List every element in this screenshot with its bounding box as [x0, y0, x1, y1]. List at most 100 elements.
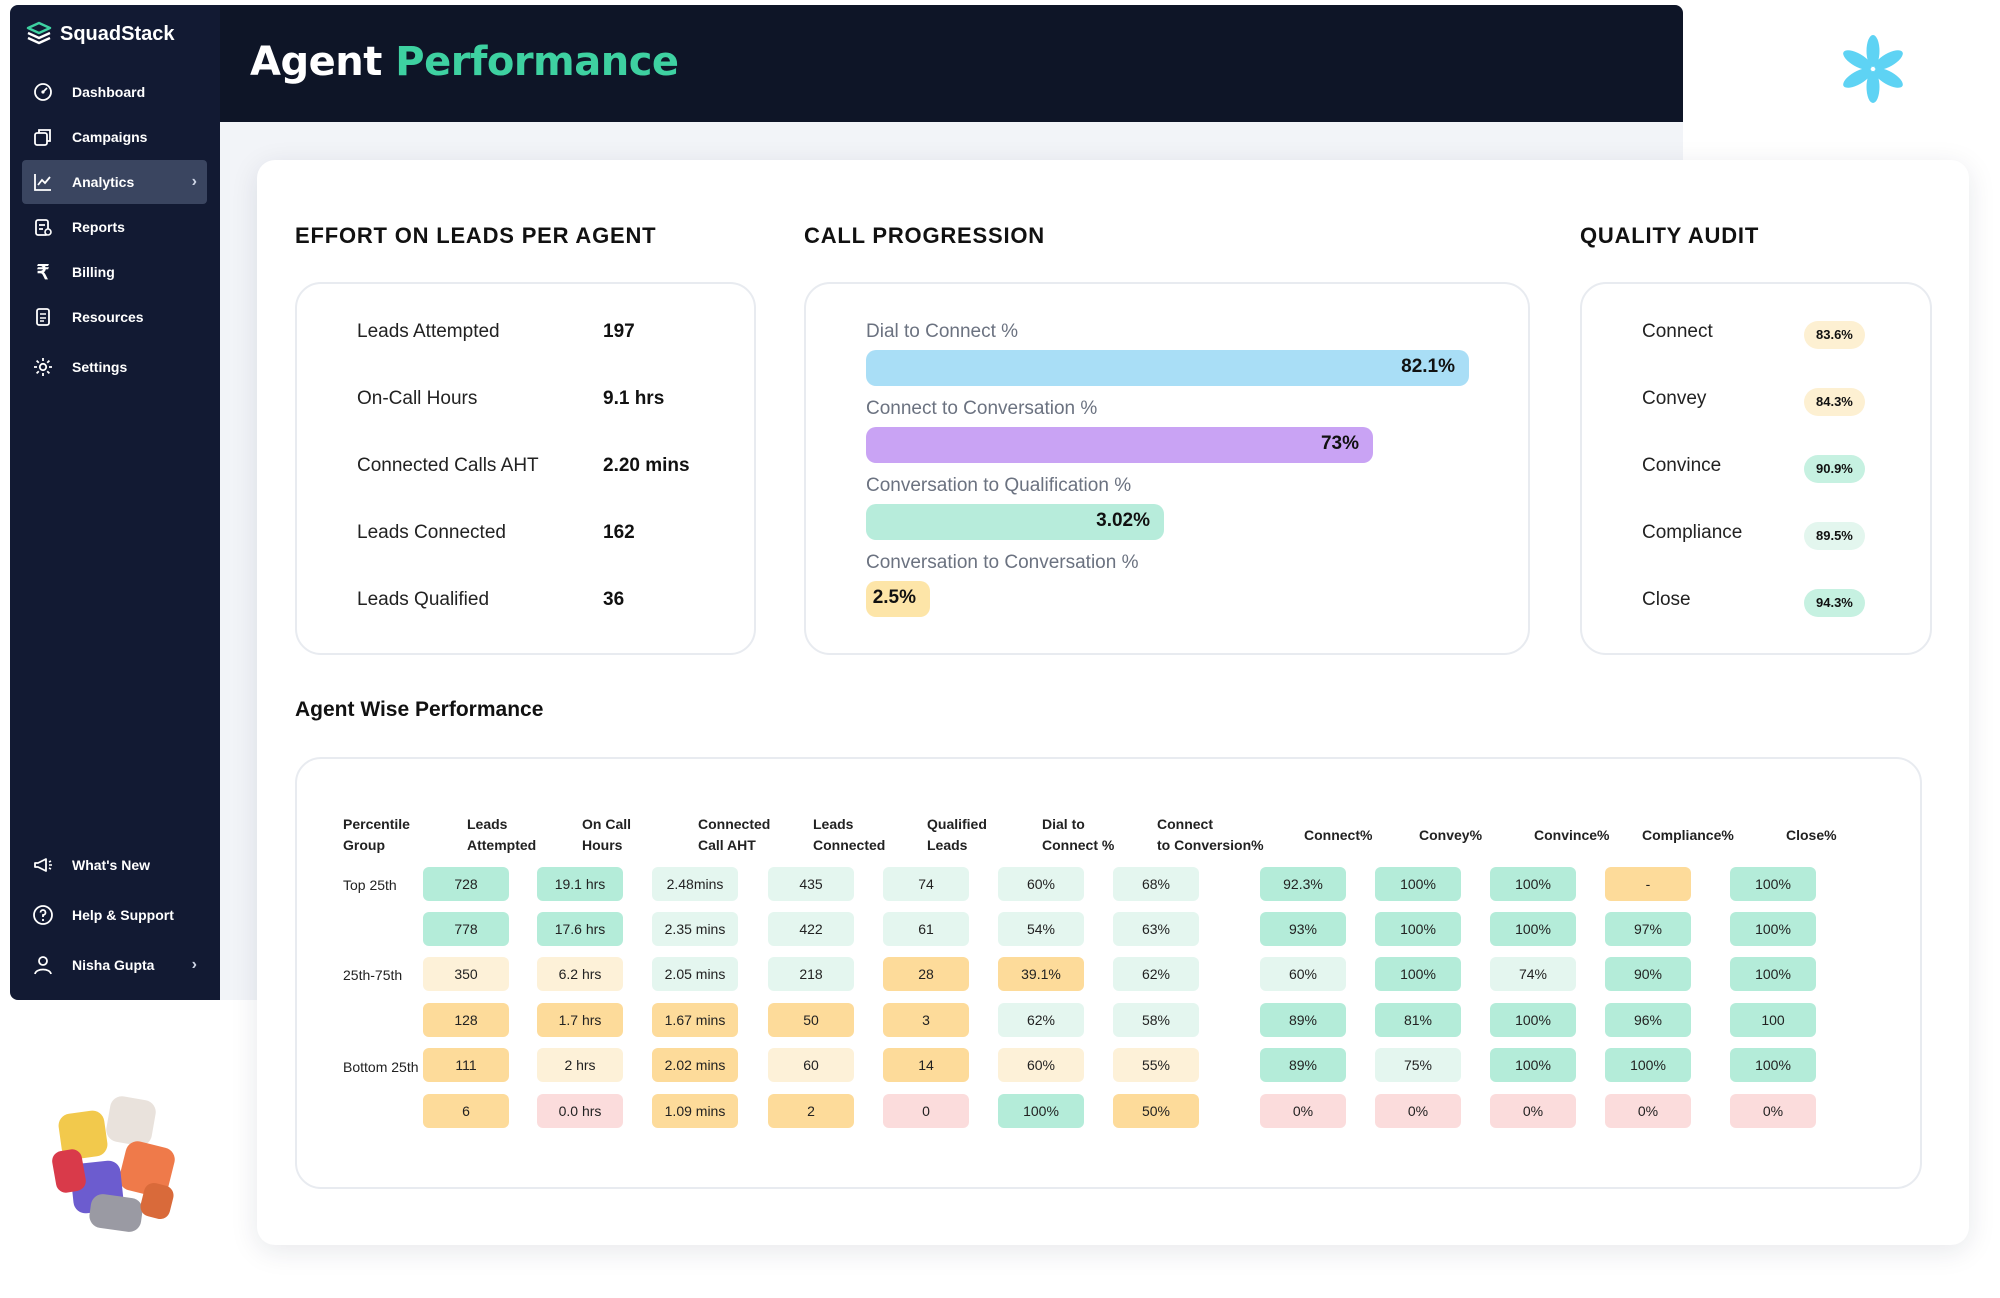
table-header: Leads Connected	[813, 814, 885, 856]
table-cell: 60%	[1260, 957, 1346, 991]
squadstack-logo-icon	[26, 21, 52, 45]
table-cell: 0%	[1605, 1094, 1691, 1128]
sidebar-item-label: Reports	[72, 219, 125, 235]
table-cell: 89%	[1260, 1048, 1346, 1082]
page-title-part2: Performance	[395, 39, 679, 85]
table-header-line: Leads	[927, 837, 968, 853]
table-header: Convince%	[1534, 825, 1609, 846]
table-header-line: Close%	[1786, 827, 1837, 843]
progression-value: 2.5%	[872, 587, 916, 608]
cube-decoration-icon	[52, 1096, 175, 1232]
table-cell: 14	[883, 1048, 969, 1082]
table-header-line: Convince%	[1534, 827, 1610, 843]
table-cell: 100%	[1375, 957, 1461, 991]
table-cell: 62%	[1113, 957, 1199, 991]
sidebar-item-campaigns[interactable]: Campaigns	[22, 115, 207, 159]
sidebar-item-label: Resources	[72, 309, 144, 325]
table-header-line: Leads	[467, 816, 508, 832]
progression-value: 3.02%	[1096, 510, 1150, 531]
sidebar-item-user-profile[interactable]: Nisha Gupta ›	[22, 943, 207, 987]
table-cell: 63%	[1113, 912, 1199, 946]
progression-bar: 2.5%	[866, 581, 930, 617]
reports-icon	[32, 216, 54, 238]
table-header-line: Attempted	[467, 837, 537, 853]
effort-value: 162	[603, 522, 635, 543]
analytics-icon	[32, 171, 54, 193]
table-cell: 1.7 hrs	[537, 1003, 623, 1037]
sidebar-item-label: What's New	[72, 857, 151, 873]
table-header: Connect to Conversion%	[1157, 814, 1264, 856]
sidebar-item-whats-new[interactable]: What's New	[22, 843, 207, 887]
table-cell: 92.3%	[1260, 867, 1346, 901]
percentile-group-label: Bottom 25th	[343, 1059, 419, 1075]
effort-label: Leads Qualified	[357, 589, 490, 610]
quality-label: Compliance	[1642, 522, 1743, 543]
call-progression-box: Dial to Connect % 82.1% Connect to Conve…	[804, 282, 1530, 655]
table-cell: 60%	[998, 1048, 1084, 1082]
sidebar-item-settings[interactable]: Settings	[22, 345, 207, 389]
table-cell: 100%	[1730, 867, 1816, 901]
table-cell: 6.2 hrs	[537, 957, 623, 991]
sidebar-item-help-support[interactable]: Help & Support	[22, 893, 207, 937]
sidebar-item-dashboard[interactable]: Dashboard	[22, 70, 207, 114]
table-header: Connected Call AHT	[698, 814, 770, 856]
brand-logo[interactable]: SquadStack	[26, 21, 174, 47]
rupee-icon: ₹	[36, 261, 50, 284]
table-cell: 111	[423, 1048, 509, 1082]
quality-label: Convince	[1642, 455, 1722, 476]
sidebar-item-label: Settings	[72, 359, 128, 375]
sidebar-item-billing[interactable]: ₹ Billing	[22, 250, 207, 294]
table-cell: 100%	[1375, 867, 1461, 901]
quality-badge: 94.3%	[1804, 589, 1865, 617]
table-cell: 2.35 mins	[652, 912, 738, 946]
table-cell: 100%	[1730, 1048, 1816, 1082]
table-header: Leads Attempted	[467, 814, 536, 856]
table-header-line: Group	[343, 837, 385, 853]
table-cell: 2 hrs	[537, 1048, 623, 1082]
table-cell: 90%	[1605, 957, 1691, 991]
table-cell: 28	[883, 957, 969, 991]
sidebar-item-reports[interactable]: Reports	[22, 205, 207, 249]
table-header: Dial to Connect %	[1042, 814, 1114, 856]
table-cell: 100%	[1490, 912, 1576, 946]
table-cell: 68%	[1113, 867, 1199, 901]
table-cell: 100%	[998, 1094, 1084, 1128]
table-cell: 50%	[1113, 1094, 1199, 1128]
brand-name: SquadStack	[60, 22, 175, 45]
table-header-line: Convey%	[1419, 827, 1483, 843]
table-cell: 0%	[1260, 1094, 1346, 1128]
effort-label: Connected Calls AHT	[357, 455, 539, 476]
table-cell: 58%	[1113, 1003, 1199, 1037]
progression-label: Conversation to Qualification %	[866, 475, 1132, 496]
table-cell: 100%	[1490, 1003, 1576, 1037]
header-bar: Agent Performance	[220, 5, 1683, 122]
table-cell: -	[1605, 867, 1691, 901]
page-title-part1: Agent	[250, 39, 382, 85]
sidebar-item-resources[interactable]: Resources	[22, 295, 207, 339]
campaigns-icon	[32, 126, 54, 148]
effort-section-title: EFFORT ON LEADS PER AGENT	[295, 223, 657, 248]
gear-icon	[32, 356, 54, 378]
table-cell: 50	[768, 1003, 854, 1037]
progression-bar: 73%	[866, 427, 1373, 463]
table-cell: 97%	[1605, 912, 1691, 946]
table-header: Qualified Leads	[927, 814, 987, 856]
dashboard-icon	[32, 81, 54, 103]
user-icon	[32, 954, 54, 976]
sidebar-item-analytics[interactable]: Analytics ›	[22, 160, 207, 204]
progression-bar: 3.02%	[866, 504, 1164, 540]
table-cell: 6	[423, 1094, 509, 1128]
table-cell: 100%	[1375, 912, 1461, 946]
effort-label: Leads Connected	[357, 522, 506, 543]
megaphone-icon	[32, 854, 54, 876]
table-cell: 100%	[1730, 957, 1816, 991]
sidebar-item-label: Help & Support	[72, 907, 174, 923]
table-header-line: Percentile	[343, 816, 410, 832]
table-cell: 2.48mins	[652, 867, 738, 901]
effort-value: 197	[603, 321, 635, 342]
table-cell: 81%	[1375, 1003, 1461, 1037]
effort-label: Leads Attempted	[357, 321, 500, 342]
table-cell: 778	[423, 912, 509, 946]
table-cell: 422	[768, 912, 854, 946]
sidebar-item-label: Analytics	[72, 174, 135, 190]
